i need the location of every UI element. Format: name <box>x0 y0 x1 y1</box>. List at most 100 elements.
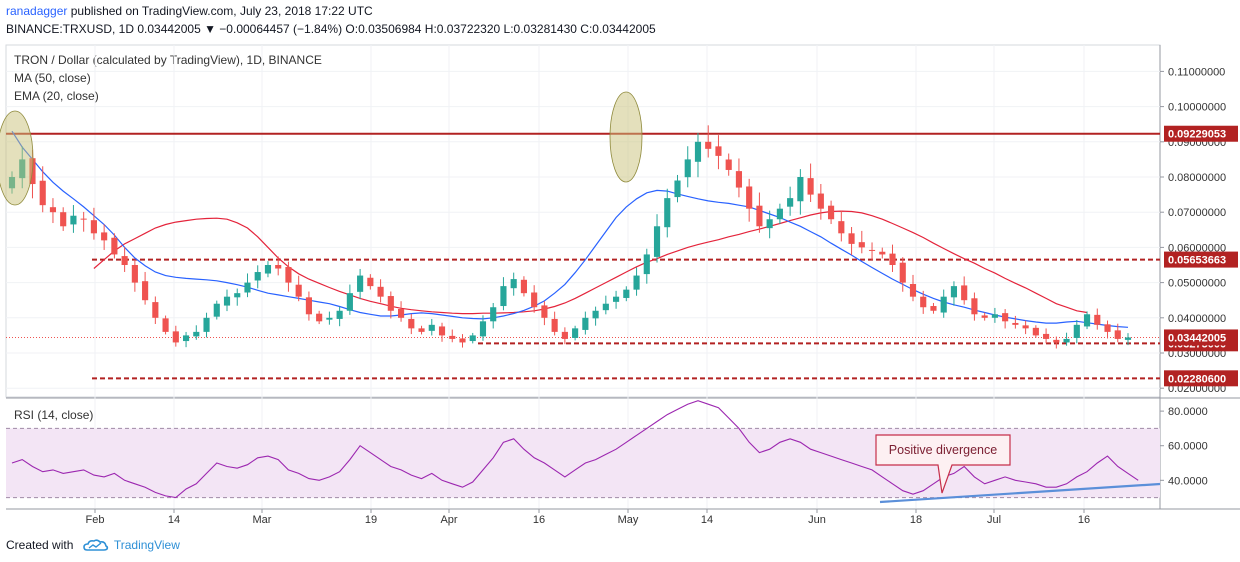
price-tick-label: 0.06000000 <box>1168 242 1226 254</box>
candle-body <box>1002 313 1009 322</box>
candle-body <box>469 335 476 342</box>
author-link[interactable]: ranadagger <box>6 4 68 18</box>
candle-body <box>961 285 968 301</box>
candle-body <box>950 286 958 298</box>
candle-body <box>1022 325 1029 329</box>
rsi-tick-label: 60.0000 <box>1168 441 1208 453</box>
callout-box <box>875 434 1011 494</box>
candle-body <box>408 318 415 329</box>
candle-body <box>101 232 108 241</box>
candle-body <box>981 315 988 318</box>
candle-body <box>244 282 251 293</box>
candle-body <box>285 266 292 283</box>
candle-body <box>592 310 599 319</box>
candle-body <box>971 298 978 315</box>
level-label-bg <box>1164 251 1238 268</box>
candle-body <box>817 193 824 209</box>
time-tick-label: Feb <box>86 514 105 526</box>
candle-body <box>80 218 87 220</box>
candle-body <box>213 303 220 317</box>
candle-body <box>275 265 282 269</box>
candle-body <box>797 177 804 202</box>
candle-body <box>909 284 917 297</box>
candle-body <box>541 305 548 318</box>
candle-body <box>633 275 640 290</box>
candle-body <box>582 317 589 330</box>
candle-body <box>70 215 77 225</box>
candle-body <box>490 307 497 322</box>
candle-body <box>1063 338 1070 343</box>
candle-body <box>152 302 159 318</box>
time-tick-label: Jun <box>808 514 826 526</box>
level-label-bg <box>1164 125 1238 142</box>
candle-body <box>510 279 517 289</box>
candle-body <box>828 205 835 220</box>
price-tick-label: 0.07000000 <box>1168 207 1226 219</box>
candle-body <box>991 314 998 318</box>
time-tick-label: 16 <box>1078 514 1090 526</box>
candle-body <box>459 338 466 343</box>
candle-body <box>735 171 743 188</box>
candle-body <box>838 221 845 234</box>
candle-body <box>295 284 302 297</box>
candle-body <box>520 279 527 294</box>
candle-body <box>613 296 620 302</box>
candle-body <box>1032 327 1039 336</box>
candle-body <box>1094 314 1101 325</box>
highlight-ellipse-top <box>609 91 643 183</box>
candle-body <box>500 286 507 307</box>
candle-body <box>756 205 763 227</box>
time-tick-label: Apr <box>440 514 457 526</box>
candle-body <box>367 277 374 287</box>
candle-body <box>531 292 538 308</box>
candle-body <box>203 317 210 332</box>
tradingview-brand[interactable]: TradingView <box>113 538 180 552</box>
candle-body <box>940 296 947 313</box>
candles <box>8 125 1132 349</box>
candle-body <box>776 208 783 220</box>
candle-body <box>746 186 753 209</box>
footer: Created with TradingView <box>6 538 180 553</box>
level-label: 0.09229053 <box>1168 129 1226 141</box>
ma-legend: MA (50, close) <box>14 71 91 85</box>
candle-body <box>787 198 794 207</box>
candle-body <box>920 296 927 308</box>
candle-body <box>387 296 394 311</box>
support-resistance-levels <box>6 132 1160 380</box>
candle-body <box>715 146 722 156</box>
time-tick-label: 14 <box>701 514 713 526</box>
ema20-line <box>11 130 1129 328</box>
candle-body <box>930 306 937 311</box>
candle-body <box>623 289 630 298</box>
time-tick-label: 14 <box>168 514 180 526</box>
ema-legend: EMA (20, close) <box>14 89 99 103</box>
highlight-ellipse-left <box>0 110 34 206</box>
positive-divergence-callout: Positive divergence <box>875 434 1011 494</box>
candle-body <box>868 249 876 251</box>
candle-body <box>1083 314 1091 327</box>
candle-body <box>316 313 323 322</box>
candle-body <box>879 251 886 255</box>
candle-body <box>172 331 179 343</box>
candle-body <box>111 237 118 255</box>
highlight-ellipses <box>0 91 643 206</box>
last-price-label: 0.03442005 <box>1168 332 1226 344</box>
chart-title: TRON / Dollar (calculated by TradingView… <box>14 53 322 67</box>
candle-body <box>397 308 405 318</box>
level-label: 0.05653663 <box>1168 255 1226 267</box>
candle-body <box>346 293 353 311</box>
level-label-bg <box>1164 370 1238 387</box>
candle-body <box>1012 322 1019 325</box>
moving-averages <box>11 130 1129 328</box>
rsi-legend: RSI (14, close) <box>14 408 94 422</box>
candle-body <box>653 226 661 257</box>
price-tick-label: 0.05000000 <box>1168 278 1226 290</box>
time-tick-label: 19 <box>365 514 377 526</box>
candle-body <box>193 331 200 337</box>
divergence-trendline <box>879 482 1161 504</box>
time-tick-label: 18 <box>910 514 922 526</box>
candle-body <box>223 296 231 306</box>
candle-body <box>336 310 343 319</box>
candle-body <box>684 159 691 178</box>
